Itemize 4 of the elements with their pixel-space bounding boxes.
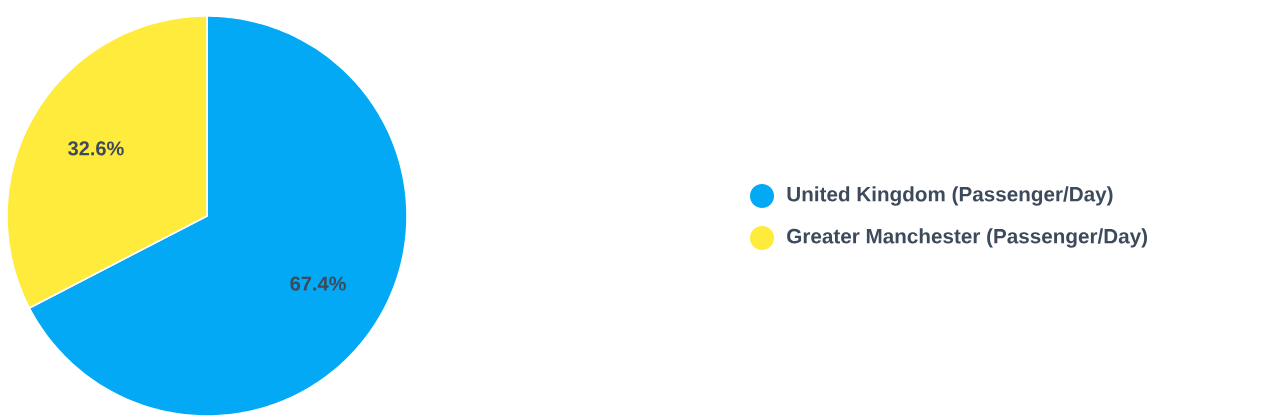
data-label: 67.4% [290, 276, 346, 291]
legend-label: United Kingdom (Passenger/Day) [787, 186, 1113, 206]
legend-label: Greater Manchester (Passenger/Day) [787, 228, 1148, 248]
data-label: 32.6% [68, 141, 124, 156]
